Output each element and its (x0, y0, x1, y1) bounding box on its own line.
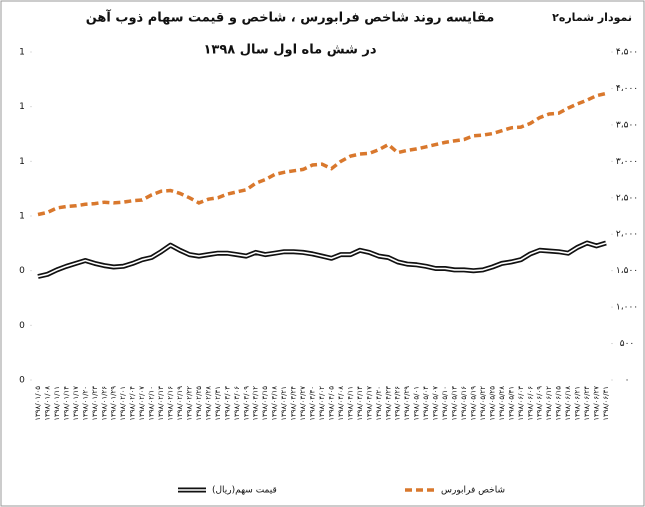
y-tick-label: 0 (19, 321, 25, 331)
y-tick-label: 0 (19, 376, 25, 386)
x-tick-label: ۱۳۹۸/۰۲/۰۴ (129, 386, 137, 421)
x-tick-label: ۱۳۹۸/۰۵/۰۷ (432, 386, 440, 421)
x-tick-label: ۱۳۹۸/۰۳/۲۴ (290, 386, 298, 421)
x-tick-label: ۱۳۹۸/۰۶/۱۸ (564, 386, 572, 421)
x-tick-label: ۱۳۹۸/۰۲/۲۲ (185, 386, 193, 421)
x-tick-label: ۱۳۹۸/۰۶/۰۳ (517, 386, 525, 421)
x-tick-label: ۱۳۹۸/۰۴/۰۲ (318, 386, 326, 421)
x-tick-label: ۱۳۹۸/۰۳/۰۳ (223, 386, 231, 421)
x-tick-label: ۱۳۹۸/۰۱/۲۳ (91, 386, 99, 421)
x-tick-label: ۱۳۹۸/۰۶/۳۱ (602, 386, 610, 421)
x-tick-label: ۱۳۹۸/۰۳/۱۵ (261, 386, 269, 421)
x-tick-label: ۱۳۹۸/۰۲/۰۷ (138, 386, 146, 421)
x-tick-label: ۱۳۹۸/۰۵/۱۹ (469, 386, 477, 421)
x-tick-label: ۱۳۹۸/۰۱/۱۷ (72, 386, 80, 421)
legend-label: شاخص فرابورس (441, 486, 505, 496)
x-tick-label: ۱۳۹۸/۰۲/۱۹ (176, 386, 184, 421)
x-tick-label: ۱۳۹۸/۰۱/۲۶ (100, 386, 108, 421)
x-tick-label: ۱۳۹۸/۰۴/۲۳ (384, 386, 392, 421)
chart-title: مقایسه روند شاخص فرابورس ، شاخص و قیمت س… (86, 9, 495, 26)
x-tick-label: ۱۳۹۸/۰۵/۱۳ (451, 386, 459, 421)
y2-tick-label: ۱،۰۰۰ (616, 303, 638, 313)
x-tick-label: ۱۳۹۸/۰۲/۱۳ (157, 386, 165, 421)
x-tick-label: ۱۳۹۸/۰۲/۰۱ (119, 386, 127, 421)
x-tick-label: ۱۳۹۸/۰۳/۲۷ (299, 386, 307, 421)
x-tick-label: ۱۳۹۸/۰۱/۲۰ (81, 386, 89, 421)
y2-tick-label: ۳،۰۰۰ (616, 157, 638, 167)
y2-tick-label: ۰ (625, 376, 630, 386)
x-tick-label: ۱۳۹۸/۰۶/۰۹ (536, 386, 544, 421)
x-tick-label: ۱۳۹۸/۰۵/۲۲ (479, 386, 487, 421)
x-tick-label: ۱۳۹۸/۰۴/۱۱ (346, 386, 354, 421)
x-tick-label: ۱۳۹۸/۰۶/۱۵ (555, 386, 563, 421)
y2-tick-label: ۲،۰۰۰ (616, 230, 638, 240)
x-tick-label: ۱۳۹۸/۰۲/۱۶ (167, 386, 175, 421)
x-tick-label: ۱۳۹۸/۰۳/۰۹ (242, 386, 250, 421)
x-tick-label: ۱۳۹۸/۰۶/۲۴ (583, 386, 591, 421)
x-tick-label: ۱۳۹۸/۰۱/۰۸ (43, 386, 51, 421)
x-tick-label: ۱۳۹۸/۰۲/۳۱ (214, 386, 222, 421)
x-tick-label: ۱۳۹۸/۰۱/۱۴ (62, 386, 70, 421)
x-tick-label: ۱۳۹۸/۰۴/۰۵ (327, 386, 335, 421)
x-tick-label: ۱۳۹۸/۰۵/۱۶ (460, 386, 468, 421)
y-tick-label: 1 (19, 48, 25, 58)
x-tick-label: ۱۳۹۸/۰۶/۲۷ (593, 386, 601, 421)
y2-tick-label: ۲،۵۰۰ (616, 193, 638, 203)
x-tick-label: ۱۳۹۸/۰۱/۰۵ (34, 386, 42, 421)
y2-tick-label: ۱،۵۰۰ (616, 266, 638, 276)
x-tick-label: ۱۳۹۸/۰۵/۲۸ (498, 386, 506, 421)
y-tick-label: 1 (19, 212, 25, 222)
x-tick-label: ۱۳۹۸/۰۳/۲۱ (280, 386, 288, 421)
x-tick-label: ۱۳۹۸/۰۱/۱۱ (53, 386, 61, 421)
x-tick-label: ۱۳۹۸/۰۶/۰۶ (526, 386, 534, 421)
chart-subtitle: در شش ماه اول سال ۱۳۹۸ (203, 43, 376, 58)
x-tick-label: ۱۳۹۸/۰۲/۲۸ (204, 386, 212, 421)
x-tick-label: ۱۳۹۸/۰۳/۱۸ (271, 386, 279, 421)
x-tick-label: ۱۳۹۸/۰۳/۱۲ (252, 386, 260, 421)
x-tick-label: ۱۳۹۸/۰۶/۲۱ (574, 386, 582, 421)
x-tick-label: ۱۳۹۸/۰۲/۲۵ (195, 386, 203, 421)
x-tick-label: ۱۳۹۸/۰۵/۳۱ (507, 386, 515, 421)
x-tick-label: ۱۳۹۸/۰۵/۰۱ (413, 386, 421, 421)
x-tick-label: ۱۳۹۸/۰۴/۲۶ (394, 386, 402, 421)
y2-tick-label: ۴،۵۰۰ (616, 48, 638, 58)
price-line-inner (37, 242, 607, 278)
x-tick-label: ۱۳۹۸/۰۵/۱۰ (441, 386, 449, 421)
x-tick-label: ۱۳۹۸/۰۱/۲۹ (110, 386, 118, 421)
y2-tick-label: ۳،۵۰۰ (616, 120, 638, 130)
chart-label: نمودار شماره۲ (552, 11, 632, 24)
x-tick-label: ۱۳۹۸/۰۴/۱۷ (365, 386, 373, 421)
index-line (37, 91, 607, 217)
x-tick-label: ۱۳۹۸/۰۵/۲۵ (488, 386, 496, 421)
y2-tick-label: ۴،۰۰۰ (616, 84, 638, 94)
y2-tick-label: ۵۰۰ (620, 339, 635, 349)
x-tick-label: ۱۳۹۸/۰۴/۱۴ (356, 386, 364, 421)
x-tick-label: ۱۳۹۸/۰۴/۲۰ (375, 386, 383, 421)
y-tick-label: 1 (19, 157, 25, 167)
legend-label: قیمت سهم(ریال) (212, 486, 277, 496)
x-tick-label: ۱۳۹۸/۰۶/۱۲ (545, 386, 553, 421)
x-tick-label: ۱۳۹۸/۰۵/۰۴ (422, 386, 430, 421)
y-tick-label: 1 (19, 102, 25, 112)
x-tick-label: ۱۳۹۸/۰۲/۱۰ (148, 386, 156, 421)
y-tick-label: 0 (19, 266, 25, 276)
x-tick-label: ۱۳۹۸/۰۴/۲۹ (403, 386, 411, 421)
x-tick-label: ۱۳۹۸/۰۳/۰۶ (233, 386, 241, 421)
x-tick-label: ۱۳۹۸/۰۴/۰۸ (337, 386, 345, 421)
x-tick-label: ۱۳۹۸/۰۳/۳۰ (309, 386, 317, 421)
